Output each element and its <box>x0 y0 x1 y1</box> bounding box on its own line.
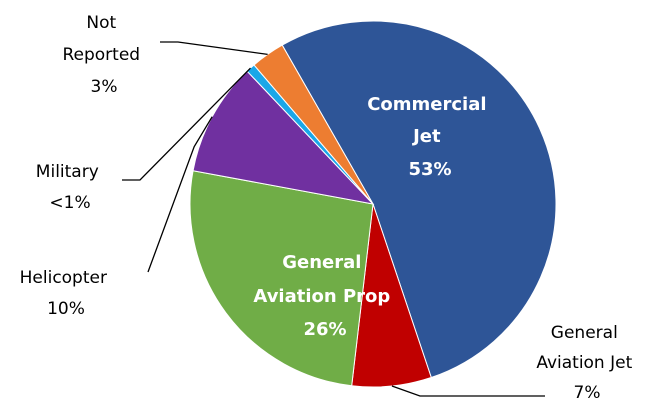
label-not-reported-line2: Reported <box>62 45 140 65</box>
pie-slices <box>189 20 557 388</box>
label-ga-jet-value: 7% <box>574 383 601 403</box>
label-not-reported-line1: Not <box>86 13 116 33</box>
leader-line-general-aviation-jet <box>391 385 545 397</box>
label-not-reported-value: 3% <box>91 77 118 97</box>
label-commercial-jet-value: 53% <box>408 159 451 180</box>
label-ga-jet-line1: General <box>551 323 618 343</box>
label-military-name: Military <box>36 162 99 182</box>
slice-not-reported <box>253 44 374 205</box>
leader-line-not-reported <box>160 41 268 56</box>
leader-line-military <box>122 67 251 181</box>
label-ga-jet-line2: Aviation Jet <box>536 353 632 373</box>
label-helicopter: Helicopter 10% <box>20 268 113 319</box>
label-commercial-jet-line1: Commercial <box>367 94 486 115</box>
label-ga-prop-line2: Aviation Prop <box>253 286 390 307</box>
label-military-value: <1% <box>49 193 90 213</box>
slice-commercial-jet <box>281 20 557 379</box>
label-general-aviation-prop: General Aviation Prop 26% <box>253 252 396 340</box>
label-ga-prop-value: 26% <box>303 319 346 340</box>
label-commercial-jet-line2: Jet <box>411 126 441 147</box>
leader-line-helicopter <box>147 116 213 273</box>
label-general-aviation-jet: General Aviation Jet 7% <box>536 323 637 403</box>
slice-general-aviation-prop <box>189 170 374 387</box>
label-ga-prop-line1: General <box>282 252 361 273</box>
label-helicopter-name: Helicopter <box>20 268 107 288</box>
label-helicopter-value: 10% <box>47 299 85 319</box>
leader-lines <box>122 41 545 397</box>
label-commercial-jet: Commercial Jet 53% <box>367 94 493 180</box>
label-military: Military <1% <box>36 162 104 213</box>
label-not-reported: Not Reported 3% <box>62 13 145 97</box>
